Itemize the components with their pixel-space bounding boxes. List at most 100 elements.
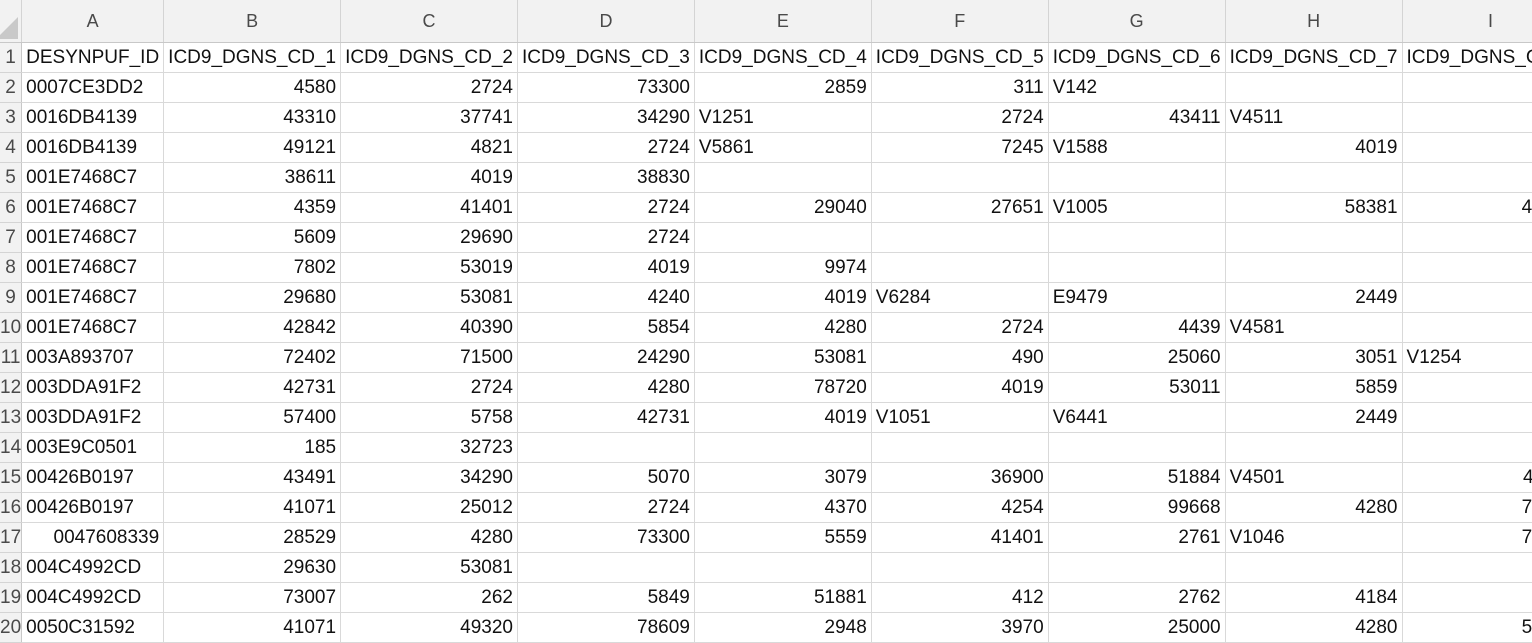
cell-i5[interactable] bbox=[1402, 162, 1532, 193]
cell-c10[interactable]: 40390 bbox=[340, 312, 518, 343]
cell-f4[interactable]: 7245 bbox=[871, 132, 1049, 163]
cell-e6[interactable]: 29040 bbox=[694, 192, 872, 223]
cell-b16[interactable]: 41071 bbox=[163, 492, 342, 523]
cell-e7[interactable] bbox=[694, 222, 872, 253]
cell-i17[interactable]: 78057 bbox=[1402, 522, 1532, 553]
cell-d18[interactable] bbox=[517, 552, 695, 583]
cell-h8[interactable] bbox=[1225, 252, 1403, 283]
cell-d9[interactable]: 4240 bbox=[517, 282, 695, 313]
cell-b9[interactable]: 29680 bbox=[163, 282, 342, 313]
row-header[interactable]: 10 bbox=[0, 312, 23, 343]
cell-g18[interactable] bbox=[1048, 552, 1226, 583]
cell-d14[interactable] bbox=[517, 432, 695, 463]
cell-d10[interactable]: 5854 bbox=[517, 312, 695, 343]
cell-d20[interactable]: 78609 bbox=[517, 612, 695, 643]
cell-d3[interactable]: 34290 bbox=[517, 102, 695, 133]
cell-i6[interactable]: 43310 bbox=[1402, 192, 1532, 223]
row-header[interactable]: 16 bbox=[0, 492, 23, 523]
cell-g11[interactable]: 25060 bbox=[1048, 342, 1226, 373]
column-header-c[interactable]: C bbox=[340, 0, 518, 43]
cell-g20[interactable]: 25000 bbox=[1048, 612, 1226, 643]
row-header[interactable]: 14 bbox=[0, 432, 23, 463]
row-header[interactable]: 15 bbox=[0, 462, 23, 493]
cell-e1[interactable]: ICD9_DGNS_CD_4 bbox=[694, 42, 872, 73]
cell-d11[interactable]: 24290 bbox=[517, 342, 695, 373]
cell-g9[interactable]: E9479 bbox=[1048, 282, 1226, 313]
cell-c19[interactable]: 262 bbox=[340, 582, 518, 613]
cell-c15[interactable]: 34290 bbox=[340, 462, 518, 493]
cell-c12[interactable]: 2724 bbox=[340, 372, 518, 403]
cell-c17[interactable]: 4280 bbox=[340, 522, 518, 553]
cell-d12[interactable]: 4280 bbox=[517, 372, 695, 403]
cell-e4[interactable]: V5861 bbox=[694, 132, 872, 163]
cell-h14[interactable] bbox=[1225, 432, 1403, 463]
cell-a5[interactable]: 001E7468C7 bbox=[21, 162, 165, 193]
cell-a10[interactable]: 001E7468C7 bbox=[21, 312, 165, 343]
cell-c14[interactable]: 32723 bbox=[340, 432, 518, 463]
cell-h17[interactable]: V1046 bbox=[1225, 522, 1403, 553]
cell-b19[interactable]: 73007 bbox=[163, 582, 342, 613]
cell-i15[interactable]: 43811 bbox=[1402, 462, 1532, 493]
cell-i16[interactable]: 78605 bbox=[1402, 492, 1532, 523]
cell-h3[interactable]: V4511 bbox=[1225, 102, 1403, 133]
cell-b3[interactable]: 43310 bbox=[163, 102, 342, 133]
row-header[interactable]: 3 bbox=[0, 102, 23, 133]
cell-a1[interactable]: DESYNPUF_ID bbox=[21, 42, 165, 73]
cell-c13[interactable]: 5758 bbox=[340, 402, 518, 433]
cell-h12[interactable]: 5859 bbox=[1225, 372, 1403, 403]
row-header[interactable]: 13 bbox=[0, 402, 23, 433]
cell-i9[interactable] bbox=[1402, 282, 1532, 313]
cell-b6[interactable]: 4359 bbox=[163, 192, 342, 223]
cell-h18[interactable] bbox=[1225, 552, 1403, 583]
cell-e8[interactable]: 9974 bbox=[694, 252, 872, 283]
row-header[interactable]: 1 bbox=[0, 42, 23, 73]
cell-e2[interactable]: 2859 bbox=[694, 72, 872, 103]
cell-h15[interactable]: V4501 bbox=[1225, 462, 1403, 493]
row-header[interactable]: 2 bbox=[0, 72, 23, 103]
cell-g3[interactable]: 43411 bbox=[1048, 102, 1226, 133]
cell-b2[interactable]: 4580 bbox=[163, 72, 342, 103]
cell-d7[interactable]: 2724 bbox=[517, 222, 695, 253]
cell-c4[interactable]: 4821 bbox=[340, 132, 518, 163]
row-header[interactable]: 4 bbox=[0, 132, 23, 163]
cell-c20[interactable]: 49320 bbox=[340, 612, 518, 643]
cell-g10[interactable]: 4439 bbox=[1048, 312, 1226, 343]
cell-d8[interactable]: 4019 bbox=[517, 252, 695, 283]
cell-c11[interactable]: 71500 bbox=[340, 342, 518, 373]
cell-b13[interactable]: 57400 bbox=[163, 402, 342, 433]
cell-a4[interactable]: 0016DB4139 bbox=[21, 132, 165, 163]
cell-c1[interactable]: ICD9_DGNS_CD_2 bbox=[340, 42, 518, 73]
cell-a11[interactable]: 003A893707 bbox=[21, 342, 165, 373]
cell-g2[interactable]: V142 bbox=[1048, 72, 1226, 103]
cell-f3[interactable]: 2724 bbox=[871, 102, 1049, 133]
cell-a19[interactable]: 004C4992CD bbox=[21, 582, 165, 613]
cell-e3[interactable]: V1251 bbox=[694, 102, 872, 133]
cell-g17[interactable]: 2761 bbox=[1048, 522, 1226, 553]
cell-b10[interactable]: 42842 bbox=[163, 312, 342, 343]
cell-g1[interactable]: ICD9_DGNS_CD_6 bbox=[1048, 42, 1226, 73]
cell-d5[interactable]: 38830 bbox=[517, 162, 695, 193]
cell-d4[interactable]: 2724 bbox=[517, 132, 695, 163]
cell-g16[interactable]: 99668 bbox=[1048, 492, 1226, 523]
cell-f8[interactable] bbox=[871, 252, 1049, 283]
cell-i19[interactable]: 5856 bbox=[1402, 582, 1532, 613]
cell-a7[interactable]: 001E7468C7 bbox=[21, 222, 165, 253]
select-all-triangle-icon[interactable] bbox=[0, 17, 19, 39]
cell-f12[interactable]: 4019 bbox=[871, 372, 1049, 403]
cell-f9[interactable]: V6284 bbox=[871, 282, 1049, 313]
cell-e11[interactable]: 53081 bbox=[694, 342, 872, 373]
cell-b5[interactable]: 38611 bbox=[163, 162, 342, 193]
row-header[interactable]: 5 bbox=[0, 162, 23, 193]
cell-a16[interactable]: 00426B0197 bbox=[21, 492, 165, 523]
cell-d16[interactable]: 2724 bbox=[517, 492, 695, 523]
cell-h11[interactable]: 3051 bbox=[1225, 342, 1403, 373]
cell-h1[interactable]: ICD9_DGNS_CD_7 bbox=[1225, 42, 1403, 73]
cell-f16[interactable]: 4254 bbox=[871, 492, 1049, 523]
column-header-a[interactable]: A bbox=[21, 0, 165, 43]
cell-i7[interactable] bbox=[1402, 222, 1532, 253]
cell-f20[interactable]: 3970 bbox=[871, 612, 1049, 643]
cell-b15[interactable]: 43491 bbox=[163, 462, 342, 493]
cell-h6[interactable]: 58381 bbox=[1225, 192, 1403, 223]
cell-d6[interactable]: 2724 bbox=[517, 192, 695, 223]
cell-a14[interactable]: 003E9C0501 bbox=[21, 432, 165, 463]
